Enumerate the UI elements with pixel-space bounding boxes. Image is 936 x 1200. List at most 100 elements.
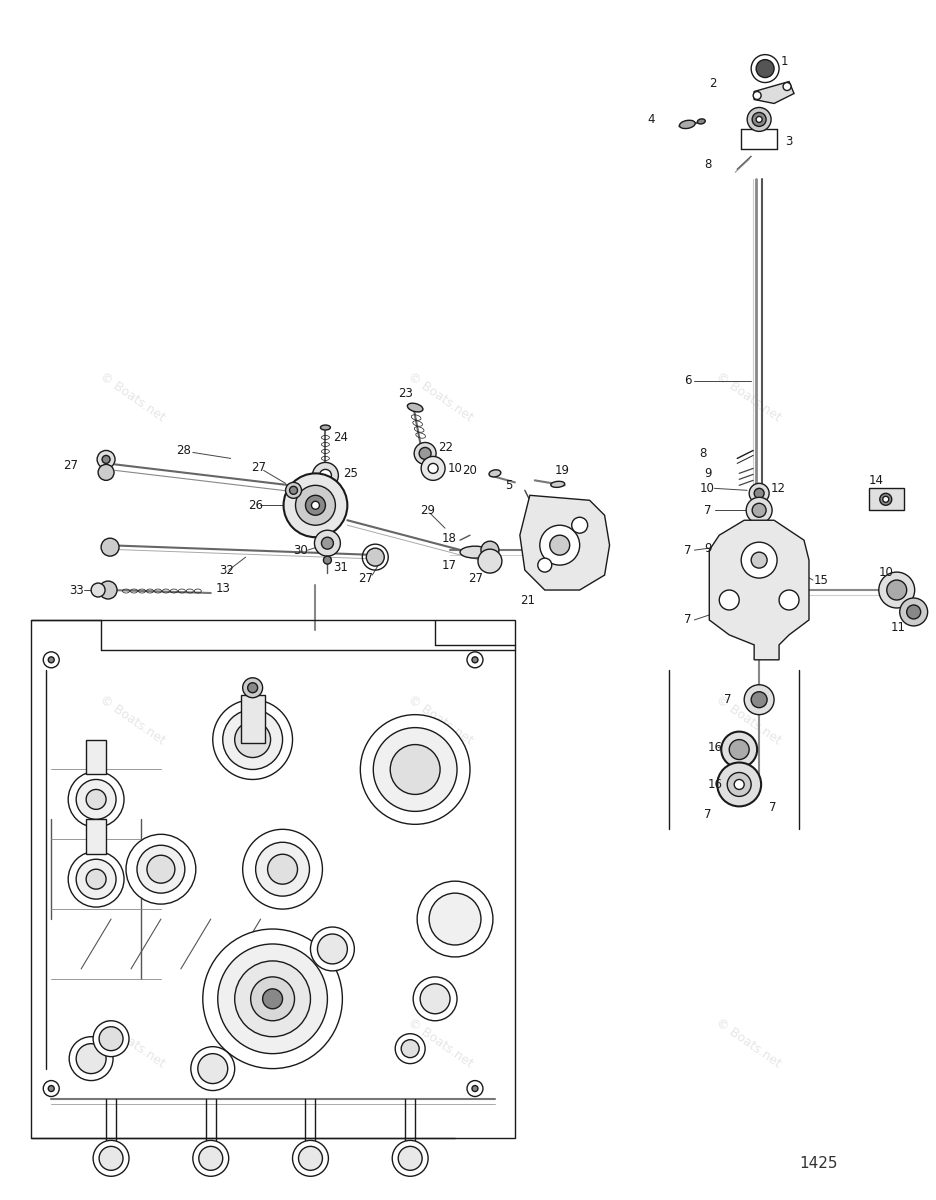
Circle shape: [719, 590, 739, 610]
Text: 12: 12: [770, 482, 785, 494]
Text: 31: 31: [333, 560, 348, 574]
Circle shape: [472, 656, 477, 662]
Polygon shape: [753, 82, 793, 103]
Text: 14: 14: [868, 474, 883, 487]
Circle shape: [321, 538, 333, 550]
Circle shape: [885, 580, 906, 600]
Circle shape: [752, 113, 766, 126]
Circle shape: [43, 652, 59, 667]
Circle shape: [268, 854, 298, 884]
Text: © Boats.net: © Boats.net: [97, 370, 167, 424]
Text: 22: 22: [438, 440, 453, 454]
Circle shape: [539, 526, 579, 565]
Circle shape: [878, 572, 914, 608]
Circle shape: [420, 456, 445, 480]
Circle shape: [97, 450, 115, 468]
Circle shape: [746, 108, 770, 131]
Circle shape: [289, 486, 298, 494]
Ellipse shape: [679, 120, 695, 128]
Circle shape: [743, 685, 773, 715]
Circle shape: [223, 709, 283, 769]
Circle shape: [137, 845, 184, 893]
Circle shape: [247, 683, 257, 692]
Circle shape: [43, 1080, 59, 1097]
Circle shape: [472, 1086, 477, 1092]
Circle shape: [778, 590, 798, 610]
Circle shape: [752, 503, 766, 517]
Text: © Boats.net: © Boats.net: [713, 1015, 782, 1070]
Circle shape: [310, 928, 354, 971]
Ellipse shape: [489, 469, 501, 476]
Text: © Boats.net: © Boats.net: [97, 692, 167, 746]
Text: 2: 2: [709, 77, 716, 90]
Text: 10: 10: [878, 565, 893, 578]
Circle shape: [69, 1037, 113, 1080]
Text: 7: 7: [704, 504, 711, 517]
Circle shape: [413, 977, 457, 1021]
Circle shape: [93, 1140, 129, 1176]
Circle shape: [147, 856, 175, 883]
Circle shape: [99, 1027, 123, 1051]
Text: 16: 16: [707, 742, 722, 754]
Circle shape: [366, 548, 384, 566]
Circle shape: [91, 583, 105, 598]
Circle shape: [753, 91, 760, 100]
Circle shape: [93, 1021, 129, 1057]
Circle shape: [395, 1033, 425, 1063]
Text: 7: 7: [768, 800, 776, 814]
Circle shape: [571, 517, 587, 533]
Circle shape: [755, 116, 761, 122]
Text: 20: 20: [461, 464, 476, 476]
Circle shape: [418, 448, 431, 460]
Circle shape: [537, 558, 551, 572]
Circle shape: [740, 542, 776, 578]
Circle shape: [373, 727, 457, 811]
Circle shape: [99, 1146, 123, 1170]
Circle shape: [480, 541, 498, 559]
Circle shape: [68, 772, 124, 827]
Circle shape: [466, 652, 482, 667]
Circle shape: [879, 493, 891, 505]
Circle shape: [198, 1146, 223, 1170]
Circle shape: [242, 678, 262, 697]
Circle shape: [906, 605, 920, 619]
Text: 19: 19: [554, 464, 569, 476]
Circle shape: [734, 780, 743, 790]
Circle shape: [428, 463, 438, 473]
Circle shape: [401, 1039, 418, 1057]
Text: 10: 10: [698, 482, 713, 494]
Text: 17: 17: [442, 559, 457, 571]
Circle shape: [86, 869, 106, 889]
Text: 9: 9: [704, 467, 711, 480]
Text: 27: 27: [63, 458, 78, 472]
Text: 1425: 1425: [798, 1156, 837, 1171]
Circle shape: [419, 984, 449, 1014]
Circle shape: [191, 1046, 234, 1091]
Text: © Boats.net: © Boats.net: [713, 692, 782, 746]
Circle shape: [299, 1146, 322, 1170]
Ellipse shape: [320, 425, 330, 430]
Circle shape: [549, 535, 569, 556]
Text: 18: 18: [442, 532, 457, 545]
Bar: [868, 488, 902, 510]
Circle shape: [751, 691, 767, 708]
Circle shape: [76, 780, 116, 820]
Circle shape: [311, 502, 319, 509]
Circle shape: [312, 462, 338, 488]
Circle shape: [251, 977, 294, 1021]
Circle shape: [882, 497, 888, 503]
Circle shape: [466, 1080, 482, 1097]
Circle shape: [728, 739, 749, 760]
Circle shape: [262, 989, 283, 1009]
Circle shape: [125, 834, 196, 904]
Ellipse shape: [407, 403, 422, 412]
Text: 29: 29: [419, 504, 434, 517]
Text: 7: 7: [704, 808, 711, 821]
Circle shape: [197, 1054, 227, 1084]
Text: 16: 16: [707, 778, 722, 791]
Text: 27: 27: [358, 571, 373, 584]
Circle shape: [716, 762, 760, 806]
Circle shape: [753, 488, 763, 498]
Circle shape: [319, 469, 331, 481]
Circle shape: [295, 485, 335, 526]
